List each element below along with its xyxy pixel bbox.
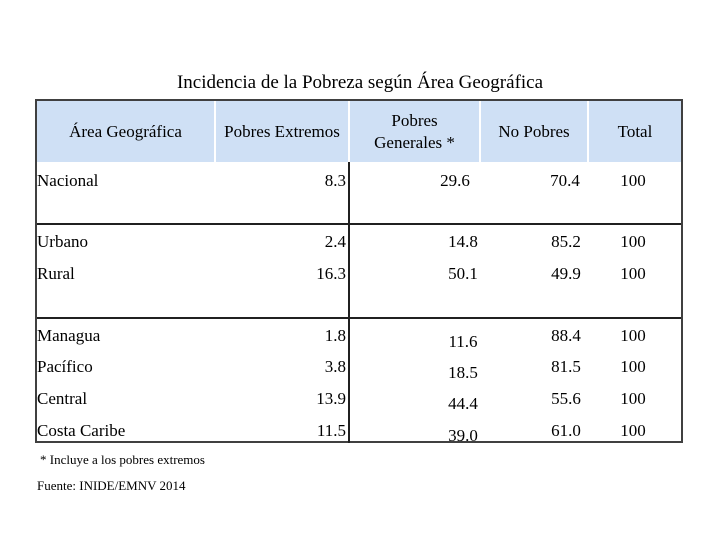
cell-value: 61.0 xyxy=(551,421,581,440)
cell-value: 100 xyxy=(620,421,646,440)
cell-value: 100 xyxy=(620,232,646,251)
row-label-managua: Managua xyxy=(37,326,101,345)
header-separator xyxy=(479,101,481,162)
row-label-nacional: Nacional xyxy=(37,171,99,190)
cell-value: 16.3 xyxy=(316,264,346,283)
column-header-area: Área Geográfica xyxy=(69,121,182,141)
cell-value: 13.9 xyxy=(316,389,346,408)
cell-value: 1.8 xyxy=(324,326,346,345)
header-separator xyxy=(214,101,216,162)
column-divider xyxy=(348,162,350,443)
cell-value: 2.4 xyxy=(324,232,346,251)
cell-value: 100 xyxy=(620,171,646,190)
row-label-central: Central xyxy=(37,389,88,408)
column-header-no-pobres: No Pobres xyxy=(498,121,570,141)
cell-value: 70.4 xyxy=(550,171,580,190)
group-divider xyxy=(37,223,681,225)
column-header-total: Total xyxy=(617,121,653,141)
cell-value: 100 xyxy=(620,264,646,283)
table-footnote: * Incluye a los pobres extremos xyxy=(40,452,205,467)
column-header-pobres-generales: Pobres Generales * xyxy=(374,110,455,152)
cell-value: 18.5 xyxy=(448,363,478,382)
table-frame xyxy=(35,99,683,443)
cell-value: 100 xyxy=(620,389,646,408)
cell-value: 8.3 xyxy=(324,171,346,190)
cell-value: 14.8 xyxy=(448,232,478,251)
row-label-urbano: Urbano xyxy=(37,232,88,251)
header-separator xyxy=(348,101,350,162)
cell-value: 100 xyxy=(620,326,646,345)
cell-value: 44.4 xyxy=(448,394,478,413)
cell-value: 29.6 xyxy=(440,171,470,190)
table-source: Fuente: INIDE/EMNV 2014 xyxy=(37,478,186,493)
group-divider xyxy=(37,317,681,319)
cell-value: 50.1 xyxy=(448,264,478,283)
cell-value: 100 xyxy=(620,357,646,376)
cell-value: 3.8 xyxy=(324,357,346,376)
cell-value: 39.0 xyxy=(448,426,478,445)
cell-value: 88.4 xyxy=(551,326,581,345)
cell-value: 11.5 xyxy=(316,421,346,440)
header-separator xyxy=(587,101,589,162)
cell-value: 55.6 xyxy=(551,389,581,408)
row-label-rural: Rural xyxy=(37,264,75,283)
row-label-pacifico: Pacífico xyxy=(37,357,93,376)
column-header-pobres-extremos: Pobres Extremos xyxy=(224,121,340,141)
row-label-costa-caribe: Costa Caribe xyxy=(37,421,126,440)
table-title: Incidencia de la Pobreza según Área Geog… xyxy=(176,72,544,93)
cell-value: 85.2 xyxy=(551,232,581,251)
cell-value: 81.5 xyxy=(551,357,581,376)
cell-value: 49.9 xyxy=(551,264,581,283)
header-band xyxy=(37,101,681,162)
cell-value: 11.6 xyxy=(448,332,478,351)
